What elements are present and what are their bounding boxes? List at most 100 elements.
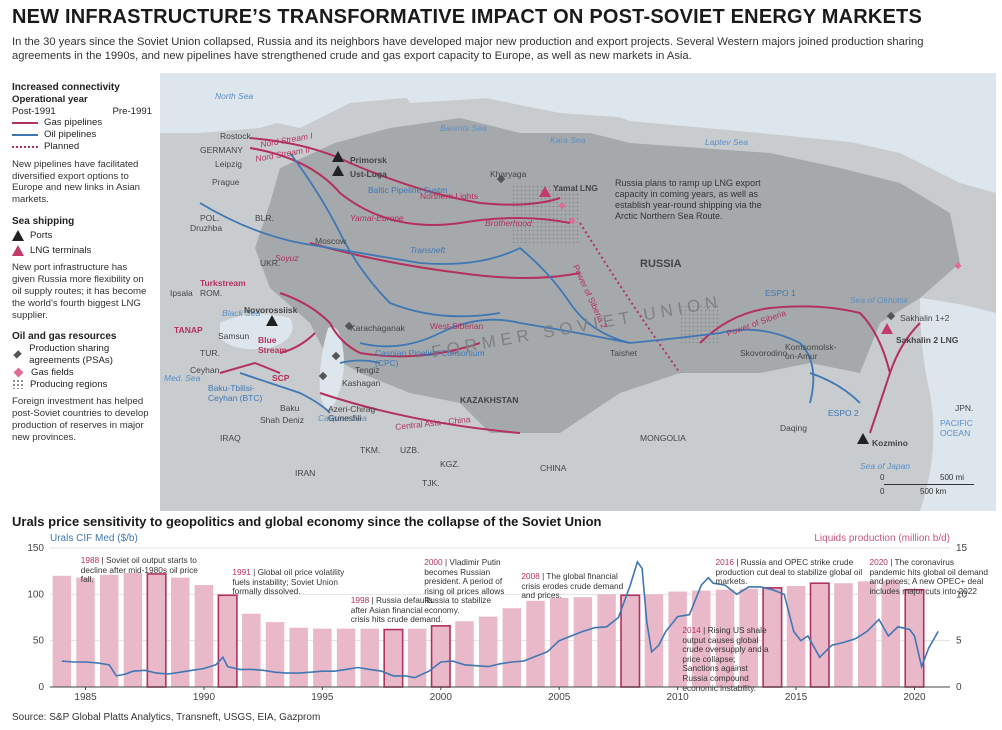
source-note: Source: S&P Global Platts Analytics, Tra… bbox=[12, 712, 321, 723]
sea-label: Sea of Okhotsk bbox=[850, 295, 909, 305]
left-tick-label: 100 bbox=[27, 589, 44, 600]
legend-note-resources: Foreign investment has helped post-Sovie… bbox=[12, 396, 149, 443]
port-label: Kozmino bbox=[872, 438, 908, 448]
port-label: Novorossiisk bbox=[244, 305, 298, 315]
gas-field-marker bbox=[954, 262, 962, 270]
lng-terminal-icon bbox=[12, 244, 24, 256]
chart-title: Urals price sensitivity to geopolitics a… bbox=[12, 514, 602, 529]
country-label: UZB. bbox=[400, 445, 420, 455]
place-label: Tengiz bbox=[355, 365, 380, 375]
oil-pipeline-label: Caspian Pipeline Consortium (CPC) bbox=[375, 348, 485, 368]
chart-annotation: 2020 | The coronavirus pandemic hits glo… bbox=[869, 558, 989, 596]
oil-pipeline-swatch bbox=[12, 134, 38, 137]
map-legend: Increased connectivity Operational year … bbox=[12, 82, 152, 444]
x-tick-label: 1990 bbox=[193, 692, 216, 703]
place-label: Druzhba bbox=[190, 223, 223, 233]
gas-pipeline-label: Central Asia - China bbox=[394, 414, 471, 432]
lng-label: Sakhalin 2 LNG bbox=[896, 335, 959, 345]
gas-pipeline-label: SCP bbox=[272, 373, 290, 383]
gas-field-marker bbox=[568, 217, 576, 225]
annotation-text: | Soviet oil output starts to decline af… bbox=[80, 556, 198, 585]
sea-label: Kara Sea bbox=[550, 135, 586, 145]
sea-label: Barents Sea bbox=[440, 123, 487, 133]
place-label: Daqing bbox=[780, 423, 807, 433]
chart-annotation: 2008 | The global financial crisis erode… bbox=[521, 572, 623, 600]
annotation-text: | Vladimir Putin becomes Russian preside… bbox=[424, 558, 505, 615]
place-label: Rostock bbox=[220, 131, 251, 141]
annotation-year: 1988 bbox=[80, 556, 100, 565]
production-bar bbox=[573, 597, 593, 687]
gas-pipeline-label: TANAP bbox=[174, 325, 203, 335]
page-subtitle: In the 30 years since the Soviet Union c… bbox=[12, 36, 924, 62]
pacific bbox=[920, 298, 996, 511]
place-label: Kharyaga bbox=[490, 169, 527, 179]
gas-pipeline-line bbox=[249, 147, 571, 226]
oil-pipeline-line bbox=[289, 152, 501, 318]
legend-gasfields-label: Gas fields bbox=[31, 366, 74, 378]
gas-pipeline-line bbox=[699, 305, 892, 434]
oil-pipeline-line bbox=[809, 372, 861, 404]
production-bar bbox=[502, 608, 522, 687]
gas-pipeline-line bbox=[889, 322, 921, 374]
oil-pipeline-label: ESPO 1 bbox=[765, 288, 796, 298]
production-bar bbox=[644, 594, 664, 687]
map-svg bbox=[160, 73, 996, 511]
country-label: MONGOLIA bbox=[640, 433, 686, 443]
port-label: Primorsk bbox=[350, 155, 387, 165]
sea-label: Black Sea bbox=[222, 308, 261, 318]
annotation-year: 1991 bbox=[232, 568, 251, 577]
chart-annotation: 2000 | Vladimir Putin becomes Russian pr… bbox=[424, 558, 505, 615]
right-tick-label: 5 bbox=[956, 636, 962, 647]
place-label: Kashagan bbox=[342, 378, 381, 388]
country-label: JPN. bbox=[955, 403, 974, 413]
country-label: IRAN bbox=[295, 468, 316, 478]
place-label: Shah Deniz bbox=[260, 415, 304, 425]
production-bar bbox=[597, 594, 616, 687]
oil-pipeline-label: Baku-Tbilisi-Ceyhan (BTC) bbox=[208, 383, 263, 403]
legend-operational-year: Operational year bbox=[12, 93, 88, 105]
oil-pipelines bbox=[199, 152, 861, 414]
scale-mi: 500 mi bbox=[940, 473, 965, 482]
oil-pipeline-line bbox=[239, 372, 331, 414]
legend-lng-label: LNG terminals bbox=[30, 244, 92, 256]
sea-label: PACIFIC OCEAN bbox=[940, 418, 973, 438]
sea-label: Sea of Japan bbox=[860, 461, 911, 471]
map-scale: 0 500 mi 0 500 km bbox=[880, 473, 980, 503]
gas-pipeline-label: Power of Siberia bbox=[725, 307, 788, 339]
gas-pipeline-line bbox=[249, 137, 561, 206]
north-sea bbox=[160, 73, 340, 133]
annotation-year: 2016 bbox=[715, 558, 734, 567]
x-tick-label: 1995 bbox=[311, 692, 334, 703]
right-axis-label: Liquids production (million b/d) bbox=[814, 533, 950, 544]
scale-km: 500 km bbox=[920, 487, 947, 496]
country-label: BLR. bbox=[255, 213, 274, 223]
annotation-text: | The coronavirus pandemic hits global o… bbox=[869, 558, 989, 596]
country-label: UKR. bbox=[260, 258, 281, 268]
producing-region-icon bbox=[12, 379, 24, 390]
sea-label: North Sea bbox=[215, 91, 254, 101]
country-label-russia: RUSSIA bbox=[640, 258, 682, 270]
production-bar bbox=[715, 589, 735, 687]
country-label: KAZAKHSTAN bbox=[460, 395, 519, 405]
place-label: Prague bbox=[212, 177, 240, 187]
production-bar bbox=[739, 588, 758, 687]
x-tick-label: 2010 bbox=[667, 692, 690, 703]
place-label: Samsun bbox=[218, 331, 250, 341]
legend-connectivity-title: Increased connectivity bbox=[12, 82, 120, 93]
production-bar bbox=[194, 585, 214, 687]
legend-planned-label: Planned bbox=[44, 140, 80, 152]
legend-note-connectivity: New pipelines have facilitated diversifi… bbox=[12, 158, 140, 206]
gas-pipeline-label: West-Siberian bbox=[430, 321, 484, 331]
annotation-year: 2008 bbox=[521, 572, 540, 581]
annotation-year: 1998 bbox=[350, 596, 370, 605]
x-tick-label: 2000 bbox=[430, 692, 453, 703]
port-marker bbox=[266, 315, 278, 326]
production-bar bbox=[455, 621, 474, 687]
scale-bar bbox=[884, 484, 974, 485]
production-bar bbox=[123, 573, 143, 687]
x-tick-label: 2015 bbox=[785, 692, 808, 703]
port-label: Ust-Luga bbox=[350, 169, 387, 179]
production-bar bbox=[834, 583, 853, 687]
country-label: TUR. bbox=[200, 348, 220, 358]
gas-pipeline-line bbox=[319, 392, 521, 434]
